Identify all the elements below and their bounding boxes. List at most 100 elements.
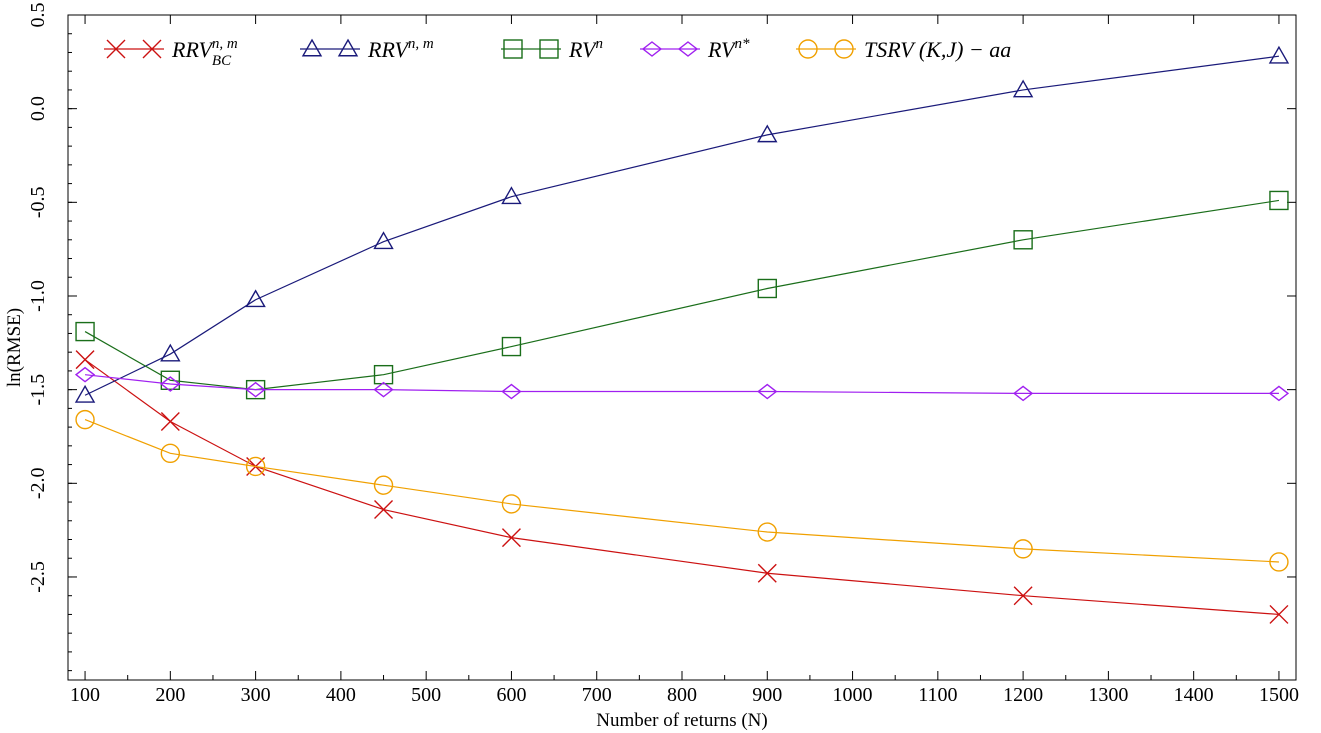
series-3-point: [1012, 385, 1034, 402]
series-2-point: [75, 321, 95, 342]
x-tick-label: 1000: [833, 684, 873, 706]
x-tick-label: 200: [155, 684, 185, 706]
legend-label: TSRV (K,J) − aa: [864, 37, 1011, 62]
series-1: [74, 45, 1290, 403]
plot-frame: [67, 14, 1297, 681]
legend-marker: [106, 39, 126, 59]
series-1-point: [501, 186, 522, 205]
x-tick-label: 1500: [1259, 684, 1299, 706]
y-tick-label: -0.5: [27, 186, 49, 218]
series-1-point: [74, 384, 96, 403]
legend-label-sup: n*: [734, 36, 750, 52]
series-3-point: [757, 383, 778, 400]
x-tick-label: 300: [241, 684, 271, 706]
series-0-point: [75, 350, 95, 370]
x-tick-label: 500: [411, 684, 441, 706]
x-tick-label: 400: [326, 684, 356, 706]
legend-marker: [337, 38, 359, 57]
series-3-point: [245, 381, 266, 398]
x-tick-label: 1200: [1003, 684, 1043, 706]
series-3-point: [74, 366, 96, 383]
series-1-point: [160, 343, 181, 362]
series-4-point: [757, 522, 777, 542]
y-axis-label: ln(RMSE): [4, 308, 25, 387]
legend-label-base: RRV: [171, 37, 214, 62]
legend-marker: [834, 39, 854, 59]
legend-entry-2: RVn: [501, 36, 603, 62]
series-1-point: [1268, 45, 1290, 64]
series-2-point: [757, 278, 777, 299]
legend-marker: [503, 39, 523, 59]
series-3-line: [84, 374, 1279, 394]
series-1-point: [1012, 79, 1034, 98]
series-4-point: [160, 443, 181, 464]
series-0-point: [160, 411, 180, 431]
x-tick-label: 1300: [1088, 684, 1128, 706]
series-3-point: [373, 381, 394, 398]
legend-label-base: RRV: [367, 37, 410, 62]
series-4-point: [245, 456, 266, 477]
legend-marker: [641, 41, 663, 57]
y-tick-label: -1.5: [27, 374, 49, 406]
y-tick-label: -2.0: [27, 467, 49, 499]
legend-marker: [142, 39, 162, 59]
legend: RRVn, m BC RRVn, m RVn RVn* TSRV (K,J) − aa: [104, 36, 1011, 69]
series-2-line: [84, 199, 1280, 391]
legend-marker: [677, 41, 699, 57]
series-0-point: [374, 500, 394, 520]
legend-label: RVn*: [707, 36, 750, 62]
series-1-point: [245, 289, 266, 308]
series-0: [75, 350, 1289, 624]
series-1-point: [373, 231, 394, 250]
legend-label-base: TSRV (K,J) − aa: [864, 37, 1011, 62]
series-3-point: [501, 383, 522, 400]
series-4-point: [373, 475, 394, 495]
series-2: [75, 190, 1289, 400]
series-0-point: [1269, 604, 1289, 624]
series-0-point: [757, 563, 777, 583]
legend-marker: [798, 39, 818, 59]
axes: 100 200 300 400 500 600 700 800 900 1000 1100 1200 1…: [27, 3, 1299, 707]
series-0-point: [1013, 586, 1033, 606]
legend-label-sub: BC: [212, 53, 232, 69]
series-3: [74, 366, 1290, 402]
legend-label-sup: n: [595, 36, 603, 52]
x-tick-label: 100: [70, 684, 100, 706]
legend-label: RRVn, m BC: [171, 36, 238, 69]
series-0-line: [84, 359, 1279, 616]
series-4-point: [1269, 552, 1289, 572]
legend-entry-3: RVn*: [640, 36, 750, 62]
legend-label: RRVn, m: [367, 36, 434, 62]
series-layer: [74, 45, 1290, 624]
legend-marker: [539, 39, 559, 59]
series-4-line: [84, 419, 1279, 563]
y-tick-label: 0.5: [27, 3, 49, 28]
legend-marker: [301, 38, 323, 57]
series-2-point: [373, 364, 394, 385]
series-1-line: [84, 55, 1280, 396]
series-0-point: [501, 528, 521, 548]
x-tick-label: 600: [496, 684, 526, 706]
series-2-point: [501, 336, 522, 357]
series-4: [75, 409, 1289, 572]
legend-label: RVn: [568, 36, 603, 62]
y-tick-label: 0.0: [27, 96, 49, 121]
x-tick-label: 800: [667, 684, 697, 706]
legend-label-sup: n, m: [408, 36, 434, 52]
legend-entry-0: RRVn, m BC: [104, 36, 238, 69]
series-3-point: [1268, 385, 1290, 402]
x-tick-label: 700: [582, 684, 612, 706]
series-2-point: [1269, 190, 1289, 211]
series-4-point: [501, 494, 522, 514]
series-2-point: [160, 370, 181, 390]
series-2-point: [1013, 230, 1033, 250]
series-1-point: [757, 124, 778, 143]
series-3-point: [160, 376, 181, 392]
x-tick-label: 1400: [1174, 684, 1214, 706]
legend-label-base: RV: [568, 37, 598, 62]
legend-entry-4: TSRV (K,J) − aa: [796, 37, 1011, 62]
legend-label-base: RV: [707, 37, 737, 62]
x-tick-label: 1100: [918, 684, 957, 706]
x-tick-label: 900: [752, 684, 782, 706]
